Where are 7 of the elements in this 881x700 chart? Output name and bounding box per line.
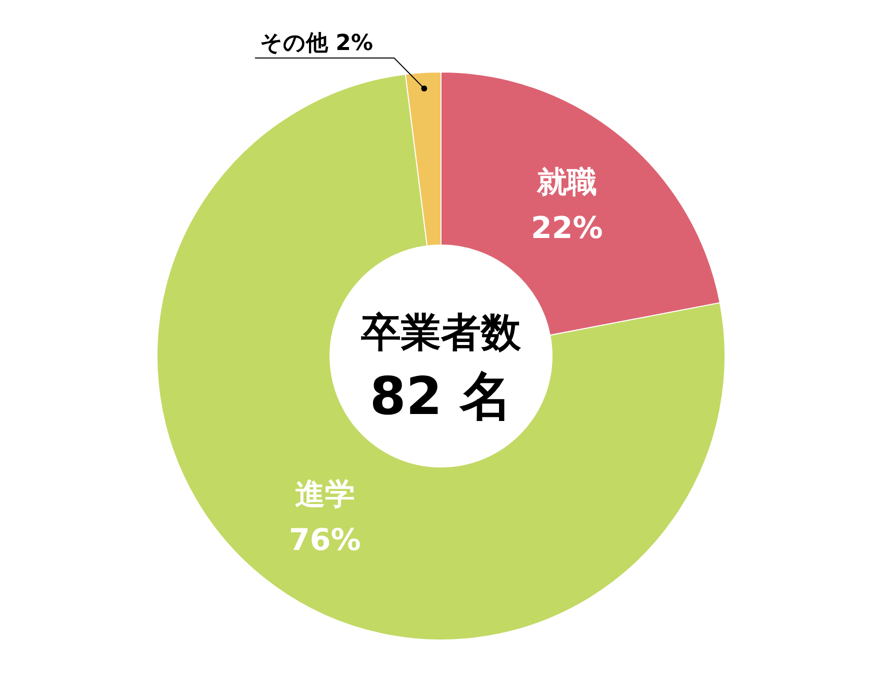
slice-label: その他 2% <box>260 31 374 56</box>
data-label: 22% <box>530 210 603 246</box>
text: 卒業者数 <box>360 310 522 356</box>
slice-label: 就職 <box>536 164 597 200</box>
text: 82 名 <box>370 367 512 427</box>
slice-label: 進学 <box>294 476 355 512</box>
data-label: 76% <box>289 522 361 558</box>
